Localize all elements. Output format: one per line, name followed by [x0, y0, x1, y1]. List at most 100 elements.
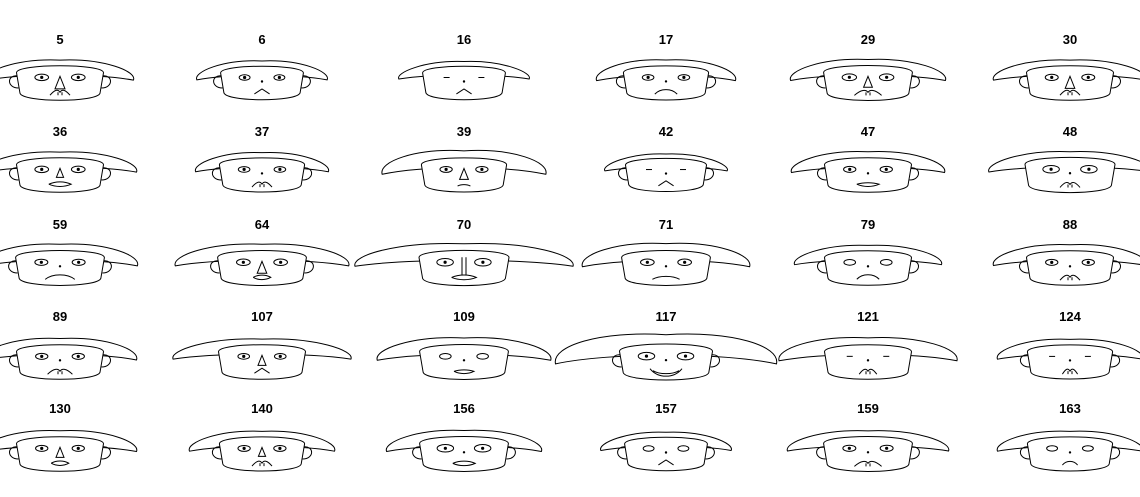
nose: [461, 257, 467, 276]
head: [1025, 250, 1115, 286]
face-label: 39: [457, 124, 471, 139]
eye-right: [878, 73, 895, 82]
face-label: 30: [1063, 32, 1077, 47]
ear-left: [9, 75, 19, 89]
ear-left: [210, 260, 220, 274]
ear-right: [302, 446, 313, 460]
face-label: 109: [453, 309, 475, 324]
nose: [257, 446, 267, 457]
pupil-left: [847, 446, 851, 450]
nose: [462, 359, 466, 362]
face: 16: [398, 32, 530, 101]
eye-right: [1081, 73, 1096, 81]
nose: [58, 265, 62, 268]
eye-right: [273, 166, 287, 173]
head: [1026, 436, 1114, 472]
pupil-right: [481, 446, 485, 450]
pupil-left: [847, 75, 851, 79]
face: 42: [604, 124, 728, 193]
ear-right: [910, 75, 920, 89]
nose: [260, 172, 264, 175]
ear-left: [618, 167, 628, 181]
eye-left: [237, 166, 251, 173]
ear-right: [506, 446, 516, 460]
face-label: 107: [251, 309, 273, 324]
ear-left: [211, 167, 222, 181]
eye-right: [70, 73, 86, 82]
pupil-left: [644, 354, 649, 358]
ear-left: [617, 446, 627, 460]
head: [15, 436, 105, 472]
eye-right: [474, 258, 492, 267]
pupil-left: [40, 75, 44, 79]
mouth: [44, 274, 76, 280]
eye-left: [34, 73, 50, 82]
ear-left: [9, 167, 19, 181]
ear-right: [1110, 446, 1121, 460]
face-label: 89: [53, 309, 67, 324]
eye-right: [1081, 258, 1095, 266]
face: 163: [996, 401, 1140, 472]
mouth: [1062, 460, 1078, 466]
head: [218, 436, 306, 472]
face: 59: [0, 217, 138, 286]
head: [419, 436, 509, 472]
ear-right: [301, 75, 311, 89]
ear-right: [706, 75, 717, 89]
eye-left: [35, 352, 49, 360]
face-label: 29: [861, 32, 875, 47]
ear-left: [213, 75, 223, 89]
pupil-right: [481, 260, 485, 264]
eye-left: [842, 444, 857, 452]
eye-right: [475, 165, 489, 173]
pupil-left: [243, 75, 247, 80]
face-label: 5: [56, 32, 63, 47]
mouth: [652, 275, 680, 280]
nose: [866, 451, 870, 454]
mouth: [649, 368, 683, 377]
head: [624, 436, 708, 472]
nose: [1068, 265, 1072, 268]
nose: [55, 446, 65, 458]
pupil-right: [480, 167, 484, 172]
pupil-right: [76, 446, 80, 450]
face-label: 117: [656, 309, 677, 324]
head: [419, 344, 509, 380]
nose: [58, 359, 62, 362]
eye-right: [71, 352, 85, 360]
eye-right: [677, 74, 691, 81]
face: 107: [172, 309, 352, 380]
pupil-left: [645, 260, 649, 264]
eye-right: [879, 444, 894, 452]
face-label: 37: [255, 124, 269, 139]
pupil-right: [884, 167, 888, 171]
head: [418, 249, 510, 287]
mouth: [48, 181, 73, 187]
ear-left: [612, 354, 622, 368]
ear-right: [304, 260, 314, 274]
nose: [257, 354, 267, 366]
face-label: 156: [453, 401, 475, 416]
pupil-right: [279, 260, 283, 264]
mouth: [452, 460, 477, 467]
mouth: [854, 460, 882, 467]
mouth: [49, 89, 71, 96]
nose: [664, 80, 668, 83]
ear-left: [1019, 446, 1030, 460]
eye-left: [34, 165, 50, 174]
nose: [664, 172, 668, 175]
ear-left: [1019, 260, 1029, 274]
pupil-right: [683, 260, 687, 264]
face: 140: [188, 401, 336, 472]
face-label: 16: [457, 32, 471, 47]
face-label: 70: [457, 217, 471, 232]
ear-right: [1111, 260, 1121, 274]
pupil-left: [443, 260, 447, 264]
face-label: 6: [258, 32, 265, 47]
eye-left: [436, 444, 455, 453]
mouth: [456, 88, 472, 95]
nose: [458, 167, 470, 180]
ear-right: [1111, 75, 1121, 89]
face-label: 59: [53, 217, 67, 232]
